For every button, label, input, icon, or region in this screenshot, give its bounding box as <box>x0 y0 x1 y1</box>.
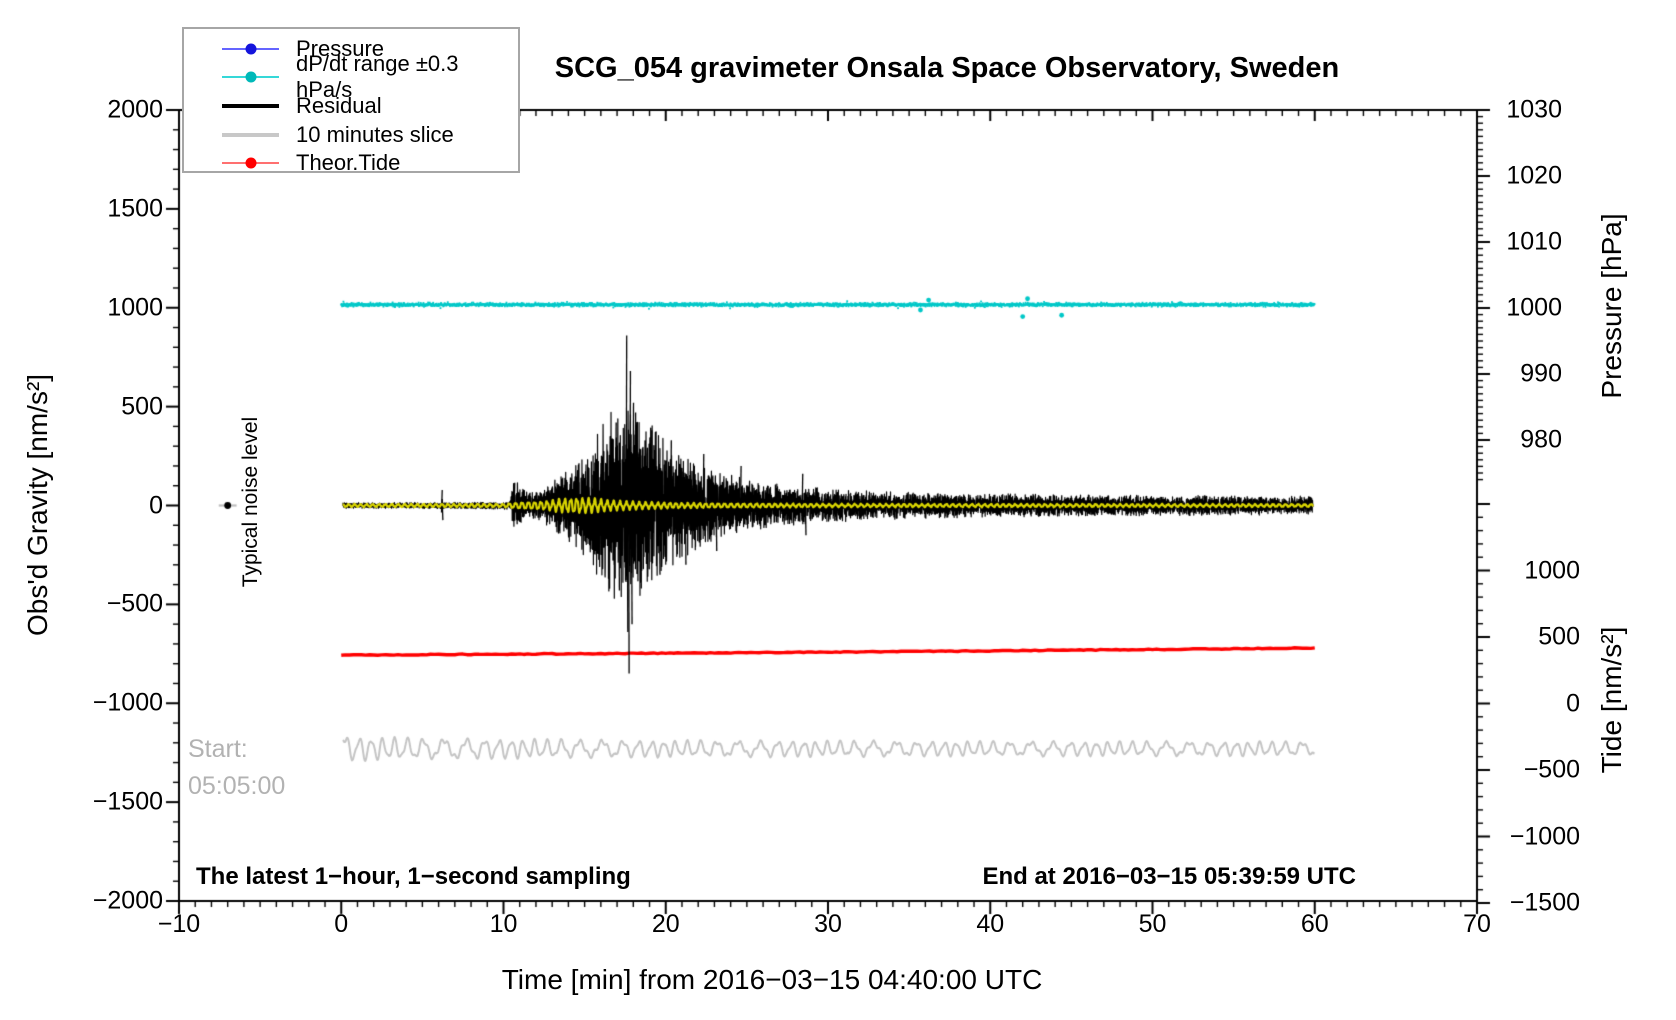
x-tick-label: 60 <box>1300 910 1329 938</box>
gravity-tick-label: −1000 <box>92 688 163 717</box>
gravity-tick-label: −500 <box>106 589 163 618</box>
x-tick-label: 20 <box>651 910 680 938</box>
gravity-tick-label: 0 <box>149 491 163 519</box>
gravity-tick-label: −2000 <box>92 886 163 915</box>
x-tick-label: 50 <box>1138 910 1167 938</box>
tide-tick-label: 1000 <box>1524 556 1580 584</box>
pressure-dot-icon <box>245 43 256 54</box>
gravity-tick-label: 1000 <box>107 293 163 322</box>
y-left-axis-title: Obs'd Gravity [nm/s²] <box>22 373 53 637</box>
legend-item-residual: Residual <box>184 91 518 120</box>
x-tick-label: −10 <box>157 910 201 938</box>
legend-item-pressure: Pressure <box>184 34 518 63</box>
pressure-tick-label: 990 <box>1520 359 1562 388</box>
x-tick-label: 30 <box>814 910 842 938</box>
end-time-note: End at 2016−03−15 05:39:59 UTC <box>982 863 1356 890</box>
typical-noise-level-label: Typical noise level <box>239 416 262 588</box>
gravity-tick-label: −1500 <box>92 787 163 816</box>
x-tick-label: 10 <box>489 910 518 938</box>
x-axis-title: Time [min] from 2016−03−15 04:40:00 UTC <box>501 964 1043 995</box>
tide-tick-label: 0 <box>1566 689 1580 717</box>
chart-title: SCG_054 gravimeter Onsala Space Observat… <box>554 52 1340 84</box>
start-time: 05:05:00 <box>188 772 286 800</box>
pressure-tick-label: 1010 <box>1506 227 1562 256</box>
pressure-tick-label: 1030 <box>1506 95 1562 124</box>
sampling-note: The latest 1−hour, 1−second sampling <box>196 863 631 890</box>
gravity-tick-label: 1500 <box>107 194 163 223</box>
x-tick-label: 40 <box>976 910 1005 938</box>
legend-item-slice: 10 minutes slice <box>184 120 518 149</box>
tide-tick-label: −1000 <box>1509 822 1580 850</box>
dpdt-dot-icon <box>245 71 256 82</box>
tide-axis-title: Tide [nm/s²] <box>1596 626 1627 774</box>
gravity-tick-label: 500 <box>121 392 163 421</box>
pressure-tick-label: 1020 <box>1506 161 1562 190</box>
start-label: Start: <box>188 735 248 763</box>
x-tick-label: 70 <box>1463 910 1491 938</box>
legend-item-dpdt: dP/dt range ±0.3 hPa/s <box>184 51 518 102</box>
gravity-tick-label: 2000 <box>107 95 163 124</box>
tide-tick-label: 500 <box>1538 622 1580 651</box>
legend-item-tide: Theor.Tide <box>184 148 518 177</box>
pressure-tick-label: 1000 <box>1506 293 1562 322</box>
tide-dot-icon <box>245 157 256 168</box>
legend: Pressure dP/dt range ±0.3 hPa/s Residual… <box>182 27 520 175</box>
tide-tick-label: −500 <box>1523 755 1580 784</box>
tide-tick-label: −1500 <box>1509 888 1580 917</box>
pressure-tick-label: 980 <box>1520 425 1562 454</box>
x-tick-label: 0 <box>334 910 349 938</box>
pressure-axis-title: Pressure [hPa] <box>1596 213 1627 399</box>
